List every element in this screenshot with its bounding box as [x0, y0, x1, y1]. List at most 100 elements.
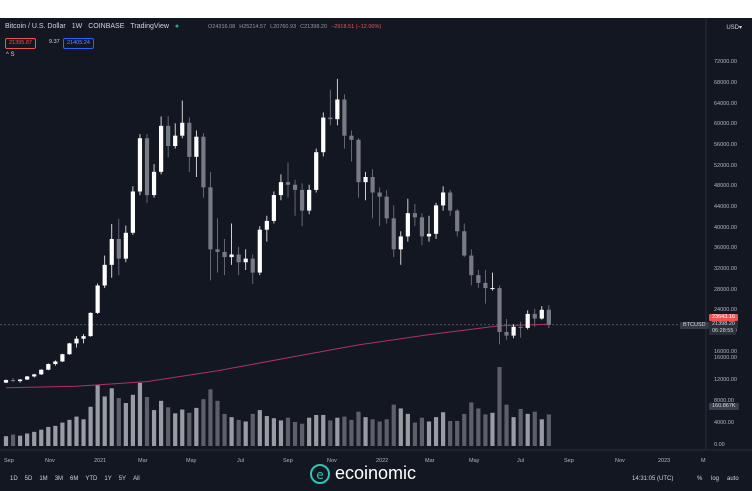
volume-bar — [123, 402, 128, 446]
percent-toggle[interactable]: % — [697, 476, 703, 482]
volume-tick-label: 8000.00 — [714, 398, 734, 405]
volume-bar — [243, 421, 248, 446]
candle-body — [349, 135, 354, 140]
auto-toggle[interactable]: auto — [727, 476, 739, 482]
time-tick-label: Mar — [138, 458, 148, 464]
range-button-6m[interactable]: 6M — [70, 476, 79, 482]
volume-bar — [264, 416, 269, 446]
price-chart[interactable] — [0, 18, 752, 491]
currency-label: USD — [726, 25, 739, 31]
price-tick-label: 44000.00 — [714, 204, 737, 210]
candle-body — [32, 374, 37, 377]
candle-body — [292, 184, 298, 190]
volume-bar — [194, 407, 199, 446]
low-value: L20760.93 — [270, 24, 297, 30]
time-tick-label: Nov — [327, 458, 337, 464]
candle-body — [314, 152, 319, 190]
range-button-ytd[interactable]: YTD — [85, 476, 98, 482]
change-value: −2918.51 (−12.00%) — [331, 24, 382, 30]
range-button-1m[interactable]: 1M — [39, 476, 48, 482]
range-button-5d[interactable]: 5D — [24, 476, 33, 482]
volume-bar — [384, 419, 389, 446]
ma-price-tag: 23643.16 — [709, 314, 738, 321]
chart-window: Bitcoin / U.S. Dollar 1W COINBASE Tradin… — [0, 18, 752, 491]
candle-body — [222, 251, 227, 258]
candle-body — [166, 125, 171, 146]
candle-body — [208, 187, 213, 250]
candle-body — [60, 354, 65, 362]
candle-body — [74, 338, 79, 344]
candle-body — [229, 254, 234, 258]
ecoinomic-logo-icon: e — [310, 463, 330, 484]
volume-bar — [109, 388, 114, 446]
candle-body — [377, 192, 382, 197]
volume-bar — [3, 436, 9, 446]
clock[interactable]: 14:31:05 (UTC) — [632, 476, 674, 482]
high-value: H25214.57 — [239, 24, 267, 30]
volume-bar — [419, 417, 425, 446]
candle-body — [307, 189, 312, 211]
volume-bar — [81, 419, 86, 446]
candle-body — [271, 195, 276, 221]
volume-bar — [116, 398, 121, 446]
candle-body — [250, 258, 255, 273]
candle-body — [278, 182, 284, 196]
candle-body — [532, 313, 537, 319]
volume-bar — [292, 422, 298, 446]
buy-button[interactable]: 21405.24 — [63, 38, 94, 49]
volume-bar — [300, 423, 305, 446]
symbol-title[interactable]: Bitcoin / U.S. Dollar — [5, 23, 66, 30]
candle-body — [137, 138, 143, 192]
volume-bar — [25, 433, 30, 446]
candle-body — [419, 217, 425, 237]
time-tick-label: M — [701, 458, 706, 464]
volume-bar — [271, 418, 276, 446]
candle-body — [39, 369, 44, 375]
range-button-1y[interactable]: 1Y — [104, 476, 112, 482]
candle-body — [441, 192, 446, 206]
candle-body — [264, 220, 269, 230]
volume-bar — [546, 414, 551, 446]
time-tick-label: Nov — [45, 458, 55, 464]
volume-bar — [426, 421, 432, 446]
chevron-down-icon: ▾ — [738, 25, 742, 31]
interval-label[interactable]: 1W — [71, 23, 83, 30]
candle-body — [412, 213, 417, 218]
volume-bar — [137, 382, 143, 446]
candle-body — [483, 282, 488, 289]
range-button-1d[interactable]: 1D — [10, 476, 18, 482]
range-button-3m[interactable]: 3M — [54, 476, 64, 482]
close-value: C21398.20 — [300, 24, 328, 30]
volume-bar — [130, 394, 135, 446]
candle-body — [130, 191, 135, 233]
candle-body — [88, 312, 93, 337]
volume-bar — [67, 419, 72, 446]
log-toggle[interactable]: log — [711, 476, 720, 482]
price-tick-label: 52000.00 — [714, 162, 737, 169]
volume-bar — [335, 417, 340, 446]
volume-bar — [391, 404, 396, 446]
price-tick-label: 48000.00 — [714, 183, 737, 190]
candle-body — [511, 326, 516, 336]
volume-bar — [102, 396, 107, 446]
volume-toggle[interactable]: ^ S — [6, 52, 15, 58]
price-tick-label: 72000.00 — [714, 59, 737, 66]
candle-body — [116, 239, 121, 259]
candle-body — [384, 196, 389, 219]
sell-button[interactable]: 21395.87 — [5, 38, 36, 49]
range-button-5y[interactable]: 5Y — [118, 476, 127, 482]
time-tick-label: Sep — [4, 458, 14, 464]
currency-select[interactable]: USD▾ — [726, 24, 742, 31]
symbol-header: Bitcoin / U.S. Dollar 1W COINBASE Tradin… — [5, 23, 179, 30]
volume-bar — [307, 417, 312, 446]
volume-bar — [497, 367, 502, 446]
candle-body — [201, 136, 206, 188]
range-button-all[interactable]: All — [133, 476, 140, 482]
price-tick-label: 16000.00 — [714, 348, 737, 355]
time-tick-label: Sep — [283, 458, 293, 464]
price-tick-label: 56000.00 — [714, 142, 737, 148]
candle-body — [321, 117, 326, 153]
time-tick-label: Jul — [517, 458, 525, 464]
last-price-tag: 21398.20 — [709, 321, 738, 328]
candle-body — [180, 122, 185, 136]
